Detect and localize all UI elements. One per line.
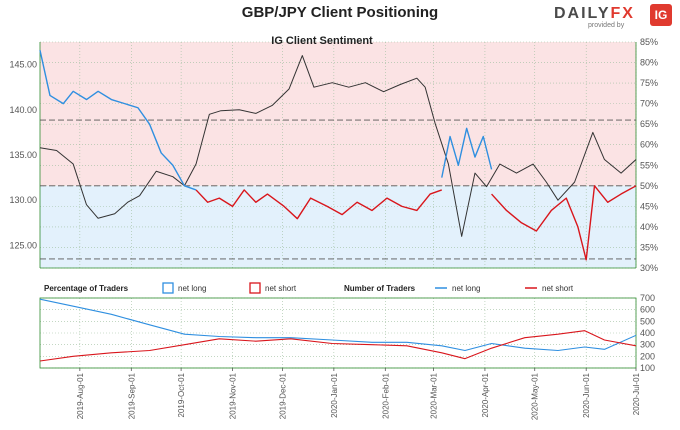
- net-short-traders-line: [39, 330, 637, 362]
- x-tick-2020-apr-01: 2020-Apr-01: [481, 372, 490, 417]
- net-short-zone: [40, 42, 636, 186]
- traders-frame: [39, 297, 637, 369]
- price-tick-140-00: 140.00: [9, 105, 37, 115]
- traders-tick-600: 600: [640, 305, 655, 315]
- traders-grid: [39, 297, 637, 369]
- x-tick-2020-mar-01: 2020-Mar-01: [429, 372, 438, 418]
- price-line-0: [39, 55, 637, 237]
- legend-number-label: Number of Traders: [344, 284, 416, 293]
- x-tick-2019-sep-01: 2019-Sep-01: [127, 372, 136, 419]
- legend-net-long-pct: net long: [178, 284, 206, 293]
- logo-subtext: provided by: [588, 22, 625, 29]
- price-tick-125-00: 125.00: [9, 240, 37, 250]
- net-long-line-1: [39, 50, 197, 191]
- percent-tick-30-: 30%: [640, 263, 658, 273]
- percent-tick-80-: 80%: [640, 58, 658, 68]
- price-tick-145-00: 145.00: [9, 60, 37, 70]
- traders-tick-400: 400: [640, 328, 655, 338]
- percent-tick-45-: 45%: [640, 201, 658, 211]
- x-tick-2020-jun-01: 2020-Jun-01: [582, 372, 591, 417]
- traders-tick-500: 500: [640, 316, 655, 326]
- reference-lines: [40, 119, 636, 260]
- sentiment-series: [39, 50, 637, 261]
- legend-net-short-num: net short: [542, 284, 574, 293]
- price-axis: 125.00 130.00 135.00 140.00 145.00: [9, 60, 37, 251]
- logo-word: DAILYFX: [554, 5, 635, 23]
- percent-tick-65-: 65%: [640, 119, 658, 129]
- x-tick-2020-jan-01: 2020-Jan-01: [330, 372, 339, 417]
- logo-word-main: DAILY: [554, 5, 611, 22]
- logo-word-accent: FX: [610, 5, 635, 22]
- percent-tick-85-: 85%: [640, 37, 658, 47]
- x-tick-2019-dec-01: 2019-Dec-01: [278, 372, 287, 419]
- x-tick-2019-oct-01: 2019-Oct-01: [177, 372, 186, 417]
- date-axis: 2019-Aug-01 2019-Sep-01 2019-Oct-01 2019-No…: [76, 368, 641, 420]
- traders-tick-700: 700: [640, 293, 655, 303]
- net-short-line-4: [491, 185, 637, 261]
- x-tick-2019-aug-01: 2019-Aug-01: [76, 372, 85, 419]
- traders-tick-300: 300: [640, 340, 655, 350]
- panel-title: IG Client Sentiment: [271, 35, 373, 47]
- x-tick-2020-jul-01: 2020-Jul-01: [632, 372, 641, 415]
- percent-tick-55-: 55%: [640, 160, 658, 170]
- traders-tick-200: 200: [640, 351, 655, 361]
- legend-net-short-pct: net short: [265, 284, 297, 293]
- chart-title: GBP/JPY Client Positioning: [241, 4, 439, 21]
- legend-net-short-swatch: [249, 282, 261, 294]
- traders-tick-100: 100: [640, 363, 655, 373]
- percent-tick-50-: 50%: [640, 181, 658, 191]
- sentiment-grid: [39, 41, 637, 269]
- legend-net-long-swatch: [162, 282, 174, 294]
- percent-tick-60-: 60%: [640, 140, 658, 150]
- net-short-line-2: [195, 189, 442, 220]
- percent-axis: 30% 35% 40% 45% 50% 55% 60% 65% 70% 75% 80% 85%: [640, 37, 658, 273]
- legend-net-long-num: net long: [452, 284, 480, 293]
- x-tick-2019-nov-01: 2019-Nov-01: [229, 372, 238, 419]
- percent-tick-70-: 70%: [640, 99, 658, 109]
- sentiment-panel: 125.00 130.00 135.00 140.00 145.00 30% 35% 40%…: [9, 35, 658, 273]
- traders-series: [39, 298, 637, 362]
- percent-tick-40-: 40%: [640, 222, 658, 232]
- x-tick-2020-feb-01: 2020-Feb-01: [381, 372, 390, 418]
- net-long-line-3: [441, 127, 493, 178]
- net-long-traders-line: [39, 298, 637, 352]
- ig-logo-icon: IG: [650, 4, 672, 26]
- price-tick-135-00: 135.00: [9, 150, 37, 160]
- price-tick-130-00: 130.00: [9, 195, 37, 205]
- dailyfx-logo: DAILYFX provided by IG: [554, 2, 672, 32]
- legend-percentage-label: Percentage of Traders: [44, 284, 129, 293]
- legend: Percentage of Traders net long net short…: [44, 282, 574, 294]
- percent-tick-75-: 75%: [640, 78, 658, 88]
- percent-tick-35-: 35%: [640, 242, 658, 252]
- x-tick-2020-may-01: 2020-May-01: [531, 372, 540, 420]
